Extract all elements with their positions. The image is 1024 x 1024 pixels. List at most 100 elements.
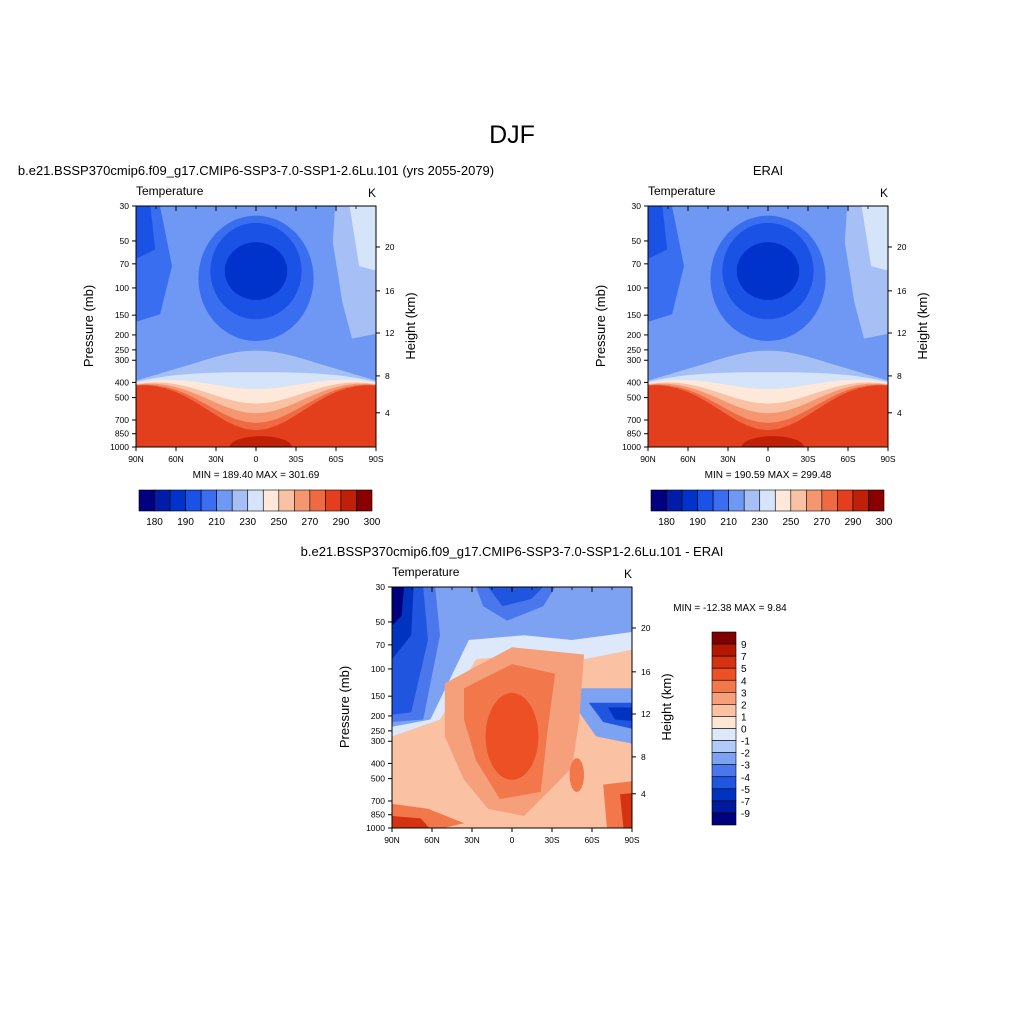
y-tick-label: 30	[120, 201, 130, 211]
colorbar-label: -1	[741, 737, 750, 748]
colorbar-label: 190	[689, 517, 706, 528]
x-tick-label: 30N	[208, 454, 224, 464]
colorbar-swatch	[309, 489, 326, 512]
contour-level	[224, 242, 288, 300]
field-label: Temperature	[392, 565, 460, 579]
colorbar-label: 7	[741, 652, 747, 663]
panel-model: b.e21.BSSP370cmip6.f09_g17.CMIP6-SSP3-7.…	[18, 163, 494, 528]
colorbar-swatch	[711, 667, 737, 681]
y-tick-label: 200	[371, 711, 385, 721]
colorbar-swatch	[712, 489, 729, 512]
colorbar-label: 270	[814, 517, 831, 528]
colorbar-label: 250	[782, 517, 799, 528]
colorbar-swatch	[216, 489, 233, 512]
axes: 90N 60N 30N 0 30S 60S 90S 30 50 70 100 150 200 250300…	[366, 582, 651, 845]
panel-title: b.e21.BSSP370cmip6.f09_g17.CMIP6-SSP3-7.…	[18, 163, 494, 178]
colorbar-swatch	[743, 489, 761, 512]
y2-axis-label: Height (km)	[403, 292, 418, 359]
colorbar: 180 190 210 230 250 270 290 300	[650, 489, 893, 528]
y-tick-label: 50	[632, 236, 642, 246]
y2-tick-label: 20	[641, 623, 651, 633]
colorbar-swatch	[278, 489, 295, 512]
min-max-stats: MIN = 190.59 MAX = 299.48	[705, 470, 832, 481]
x-tick-label: 90S	[368, 454, 383, 464]
y-tick-label: 30	[376, 582, 386, 592]
colorbar-label: 230	[239, 517, 256, 528]
x-tick-label: 90S	[624, 835, 639, 845]
y2-axis-label: Height (km)	[915, 292, 930, 359]
y-tick-label: 70	[376, 640, 386, 650]
field-label: Temperature	[136, 184, 204, 198]
min-max-stats: MIN = -12.38 MAX = 9.84	[673, 603, 787, 614]
colorbar-label: 290	[845, 517, 862, 528]
colorbar-swatch	[728, 489, 745, 512]
colorbar-swatch	[711, 704, 737, 717]
y-tick-label: 1000	[366, 823, 385, 833]
y2-tick-label: 20	[385, 242, 395, 252]
y-axis-label: Pressure (mb)	[337, 666, 352, 748]
y-tick-label: 100	[115, 283, 129, 293]
colorbar-swatch	[169, 489, 186, 512]
y2-tick-label: 16	[897, 286, 907, 296]
colorbar-swatch	[806, 489, 823, 512]
panel-title: ERAI	[753, 163, 783, 178]
y-tick-label: 200	[627, 330, 641, 340]
y2-tick-label: 12	[897, 328, 907, 338]
x-tick-label: 30S	[544, 835, 559, 845]
colorbar-label: 210	[720, 517, 737, 528]
y2-tick-label: 4	[641, 789, 646, 799]
colorbar-swatch	[697, 489, 714, 512]
y-tick-label: 400	[115, 377, 129, 387]
colorbar-swatch	[138, 489, 155, 512]
contour-level	[229, 436, 292, 447]
y2-tick-label: 16	[385, 286, 395, 296]
colorbar-swatch	[711, 643, 737, 657]
colorbar-swatch	[247, 489, 264, 512]
y2-tick-label: 8	[897, 371, 902, 381]
colorbar-swatch	[759, 489, 776, 512]
y-tick-label: 700	[115, 415, 129, 425]
colorbar-swatch	[711, 776, 737, 790]
y-tick-label: 400	[371, 758, 385, 768]
y-tick-label: 400	[627, 377, 641, 387]
y2-tick-label: 8	[641, 752, 646, 762]
colorbar-swatch	[821, 489, 838, 512]
colorbar-label: 0	[741, 725, 747, 736]
y-tick-label: 300	[115, 355, 129, 365]
y-tick-label: 850	[371, 810, 385, 820]
colorbar-label: 210	[208, 517, 225, 528]
colorbar-swatch	[711, 631, 737, 645]
colorbar-label: -7	[741, 797, 750, 808]
colorbar-swatch	[356, 489, 373, 512]
colorbar-swatch	[868, 489, 885, 512]
contour-level	[136, 385, 376, 447]
y-tick-label: 700	[371, 796, 385, 806]
y-tick-label: 50	[120, 236, 130, 246]
colorbar-swatch	[711, 800, 737, 814]
x-tick-label: 30N	[720, 454, 736, 464]
panel-erai: ERAI Temperature K 90N 60N 30N 0 30S 60S 90S 30…	[593, 163, 930, 528]
colorbar-label: 2	[741, 700, 747, 711]
colorbar-label: 180	[146, 517, 163, 528]
colorbar-swatch	[185, 489, 202, 512]
colorbar-label: -3	[741, 761, 750, 772]
contour-field	[648, 206, 888, 447]
contour-level	[392, 816, 430, 828]
contour-level	[741, 436, 804, 447]
x-tick-label: 90N	[640, 454, 656, 464]
colorbar-swatch	[711, 788, 737, 802]
x-tick-label: 30N	[464, 835, 480, 845]
colorbar-swatch	[154, 489, 171, 512]
contour-level	[569, 758, 584, 792]
y2-tick-label: 16	[641, 667, 651, 677]
contour-level	[485, 693, 539, 780]
units-label: K	[368, 186, 376, 200]
y2-tick-label: 8	[385, 371, 390, 381]
contour-level	[736, 242, 800, 300]
colorbar-label: 4	[741, 676, 747, 687]
y-tick-label: 150	[627, 310, 641, 320]
contour-field	[392, 587, 632, 828]
x-tick-label: 60N	[168, 454, 184, 464]
colorbar-swatch	[711, 692, 737, 705]
